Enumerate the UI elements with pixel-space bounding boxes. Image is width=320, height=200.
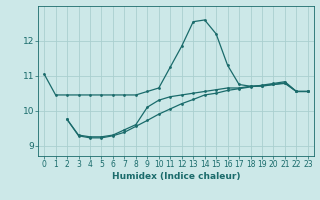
X-axis label: Humidex (Indice chaleur): Humidex (Indice chaleur) xyxy=(112,172,240,181)
